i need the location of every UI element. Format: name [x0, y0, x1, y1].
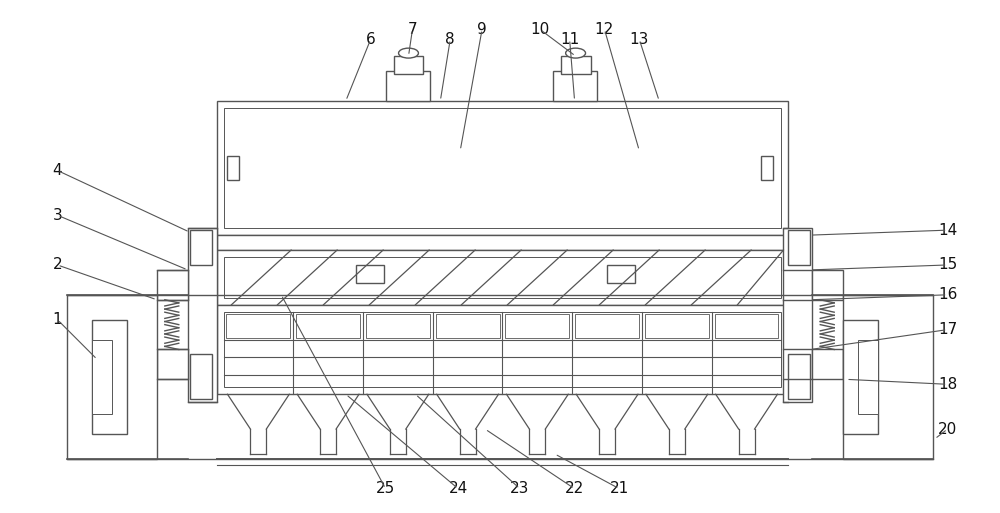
Text: 7: 7: [408, 22, 417, 37]
Bar: [92, 320, 127, 434]
Bar: [715, 313, 778, 338]
Text: 11: 11: [560, 32, 579, 47]
Bar: [92, 340, 112, 414]
Text: 13: 13: [630, 32, 649, 47]
Bar: [224, 257, 781, 298]
Bar: [645, 313, 709, 338]
Bar: [157, 270, 188, 300]
Bar: [224, 108, 781, 228]
Ellipse shape: [566, 48, 586, 58]
Bar: [217, 101, 788, 235]
Bar: [67, 295, 157, 459]
Bar: [190, 230, 212, 265]
Bar: [217, 305, 788, 394]
Text: 16: 16: [938, 287, 957, 302]
Bar: [761, 155, 773, 181]
Bar: [224, 312, 781, 387]
Bar: [356, 265, 384, 283]
Text: 6: 6: [366, 32, 376, 47]
Text: 20: 20: [938, 422, 957, 437]
Text: 22: 22: [565, 481, 584, 496]
Bar: [394, 56, 423, 74]
Bar: [226, 313, 290, 338]
Bar: [788, 230, 810, 265]
Text: 1: 1: [53, 312, 62, 327]
Text: 3: 3: [53, 208, 62, 223]
Bar: [607, 265, 635, 283]
Text: 23: 23: [510, 481, 530, 496]
Bar: [575, 313, 639, 338]
Bar: [157, 349, 188, 379]
Text: 4: 4: [53, 163, 62, 178]
Bar: [505, 313, 569, 338]
Bar: [217, 250, 788, 305]
Bar: [561, 56, 591, 74]
Bar: [227, 155, 239, 181]
Bar: [788, 354, 810, 399]
Bar: [553, 71, 597, 101]
Text: 14: 14: [938, 223, 957, 238]
Bar: [843, 320, 878, 434]
Text: 21: 21: [610, 481, 629, 496]
Text: 12: 12: [595, 22, 614, 37]
Text: 17: 17: [938, 322, 957, 337]
Bar: [296, 313, 360, 338]
Bar: [812, 270, 843, 300]
Text: 15: 15: [938, 258, 957, 272]
Text: 25: 25: [376, 481, 395, 496]
Text: 10: 10: [530, 22, 549, 37]
Bar: [386, 71, 430, 101]
Text: 2: 2: [53, 258, 62, 272]
Text: 9: 9: [477, 22, 487, 37]
Text: 8: 8: [445, 32, 455, 47]
Bar: [783, 228, 812, 402]
Bar: [843, 295, 933, 459]
Text: 24: 24: [449, 481, 468, 496]
Text: 18: 18: [938, 377, 957, 392]
Bar: [190, 354, 212, 399]
Bar: [858, 340, 878, 414]
Bar: [366, 313, 430, 338]
Bar: [217, 235, 788, 250]
Bar: [188, 228, 217, 402]
Bar: [812, 349, 843, 379]
Ellipse shape: [399, 48, 418, 58]
Bar: [436, 313, 500, 338]
